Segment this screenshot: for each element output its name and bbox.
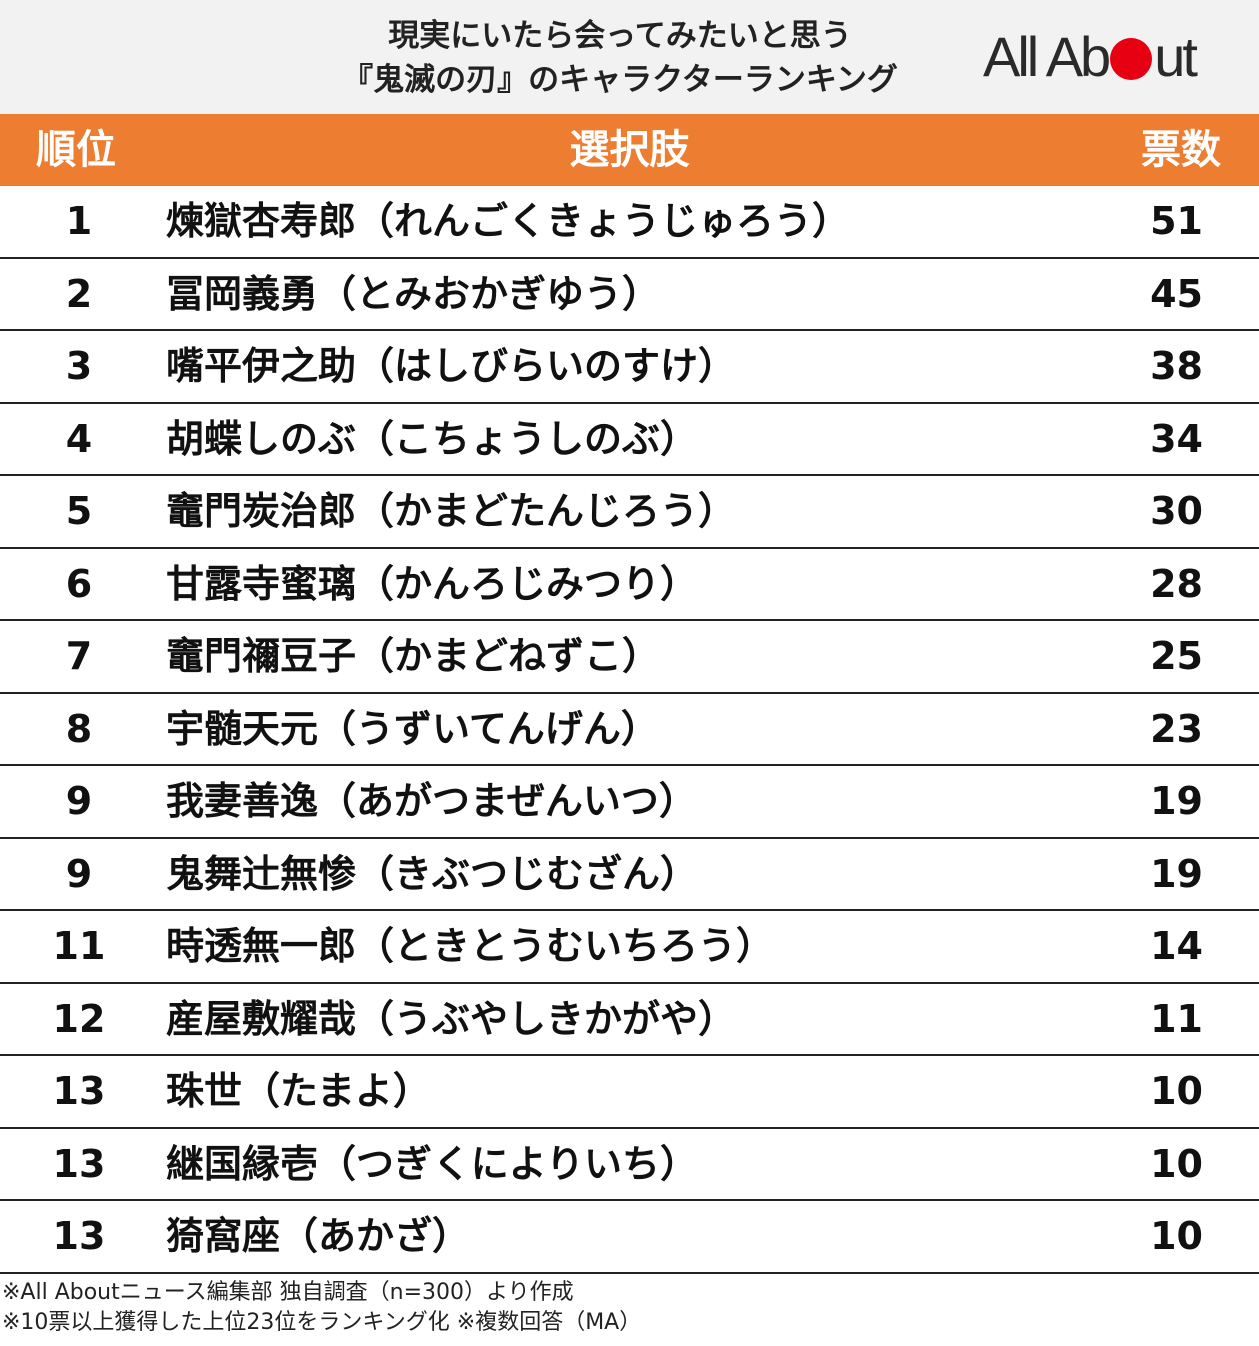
votes-cell: 10 [1150,1141,1203,1186]
footnote-method: ※10票以上獲得した上位23位をランキング化 ※複数回答（MA） [2,1310,642,1335]
votes-cell: 30 [1150,489,1203,533]
table-row: 13 珠世（たまよ） 10 [0,1056,1259,1129]
table-row: 9 我妻善逸（あがつまぜんいつ） 19 [0,766,1259,839]
name-cell: 竈門禰豆子（かまどねずこ） [166,634,661,678]
column-header-choice: 選択肢 [569,127,690,173]
votes-cell: 45 [1150,271,1203,316]
title-line-1: 現実にいたら会ってみたいと思う [388,18,852,54]
rank-cell: 6 [65,561,93,606]
title-line-2: 『鬼滅の刃』のキャラクターランキング [342,62,898,98]
name-cell: 珠世（たまよ） [166,1069,431,1113]
table-row: 9 鬼舞辻無惨（きぶつじむざん） 19 [0,839,1259,911]
name-cell: 継国縁壱（つぎくによりいち） [166,1141,699,1186]
logo-text-right: ut [1154,25,1198,88]
name-cell: 嘴平伊之助（はしびらいのすけ） [166,344,737,388]
votes-cell: 25 [1150,634,1203,678]
votes-cell: 10 [1150,1069,1203,1113]
table-row: 13 継国縁壱（つぎくによりいち） 10 [0,1129,1259,1201]
rank-cell: 1 [65,199,93,243]
rank-cell: 9 [65,779,93,823]
name-cell: 宇髄天元（うずいてんげん） [166,706,659,751]
rank-cell: 9 [65,851,93,896]
name-cell: 産屋敷耀哉（うぶやしきかがや） [166,996,737,1041]
votes-cell: 11 [1150,996,1203,1041]
name-cell: 胡蝶しのぶ（こちょうしのぶ） [166,416,699,461]
rank-cell: 8 [65,706,93,751]
rank-cell: 13 [52,1069,106,1113]
name-cell: 竈門炭治郎（かまどたんじろう） [166,489,737,533]
table-row: 1 煉獄杏寿郎（れんごくきょうじゅろう） 51 [0,186,1259,259]
votes-cell: 23 [1150,706,1203,751]
table-row: 13 猗窩座（あかざ） 10 [0,1201,1259,1274]
rank-cell: 4 [65,416,93,461]
table-row: 7 竈門禰豆子（かまどねずこ） 25 [0,621,1259,694]
rank-cell: 3 [65,344,93,388]
rank-cell: 12 [52,996,106,1041]
ranking-table: 1 煉獄杏寿郎（れんごくきょうじゅろう） 51 2 冨岡義勇（とみおかぎゆう） 45 3… [0,186,1259,1274]
table-header: 選択肢 順位 票数 [0,114,1259,186]
votes-cell: 38 [1150,344,1203,388]
rank-cell: 2 [65,271,93,316]
column-header-votes: 票数 [1141,127,1221,173]
footnotes: ※All Aboutニュース編集部 独自調査（n=300）より作成 ※10票以上… [2,1278,641,1338]
votes-cell: 51 [1150,199,1203,243]
name-cell: 甘露寺蜜璃（かんろじみつり） [166,561,699,606]
table-row: 11 時透無一郎（ときとうむいちろう） 14 [0,911,1259,984]
rank-cell: 13 [52,1141,106,1186]
name-cell: 我妻善逸（あがつまぜんいつ） [166,779,697,823]
rank-cell: 11 [52,924,106,968]
name-cell: 煉獄杏寿郎（れんごくきょうじゅろう） [166,199,851,243]
name-cell: 猗窩座（あかざ） [166,1214,471,1258]
logo-text-left: All Ab [983,25,1111,88]
votes-cell: 14 [1150,924,1203,968]
votes-cell: 28 [1150,561,1203,606]
table-row: 2 冨岡義勇（とみおかぎゆう） 45 [0,259,1259,331]
name-cell: 時透無一郎（ときとうむいちろう） [166,924,775,968]
rank-cell: 13 [52,1214,106,1258]
footnote-source: ※All Aboutニュース編集部 独自調査（n=300）より作成 [2,1280,574,1305]
votes-cell: 10 [1150,1214,1203,1258]
rank-cell: 7 [65,634,93,678]
allabout-logo: All Ab ut [983,22,1198,92]
table-row: 6 甘露寺蜜璃（かんろじみつり） 28 [0,549,1259,621]
table-row: 12 産屋敷耀哉（うぶやしきかがや） 11 [0,984,1259,1056]
table-row: 8 宇髄天元（うずいてんげん） 23 [0,694,1259,766]
votes-cell: 19 [1150,779,1203,823]
rank-cell: 5 [65,489,93,533]
table-row: 5 竈門炭治郎（かまどたんじろう） 30 [0,476,1259,549]
votes-cell: 19 [1150,851,1203,896]
header-bar: 現実にいたら会ってみたいと思う 『鬼滅の刃』のキャラクターランキング All A… [0,0,1259,114]
table-row: 4 胡蝶しのぶ（こちょうしのぶ） 34 [0,404,1259,476]
name-cell: 冨岡義勇（とみおかぎゆう） [166,271,661,316]
column-header-rank: 順位 [36,127,116,173]
votes-cell: 34 [1150,416,1203,461]
table-row: 3 嘴平伊之助（はしびらいのすけ） 38 [0,331,1259,404]
page-title: 現実にいたら会ってみたいと思う 『鬼滅の刃』のキャラクターランキング [250,14,990,102]
logo-red-dot-icon [1110,38,1153,80]
name-cell: 鬼舞辻無惨（きぶつじむざん） [166,851,699,896]
